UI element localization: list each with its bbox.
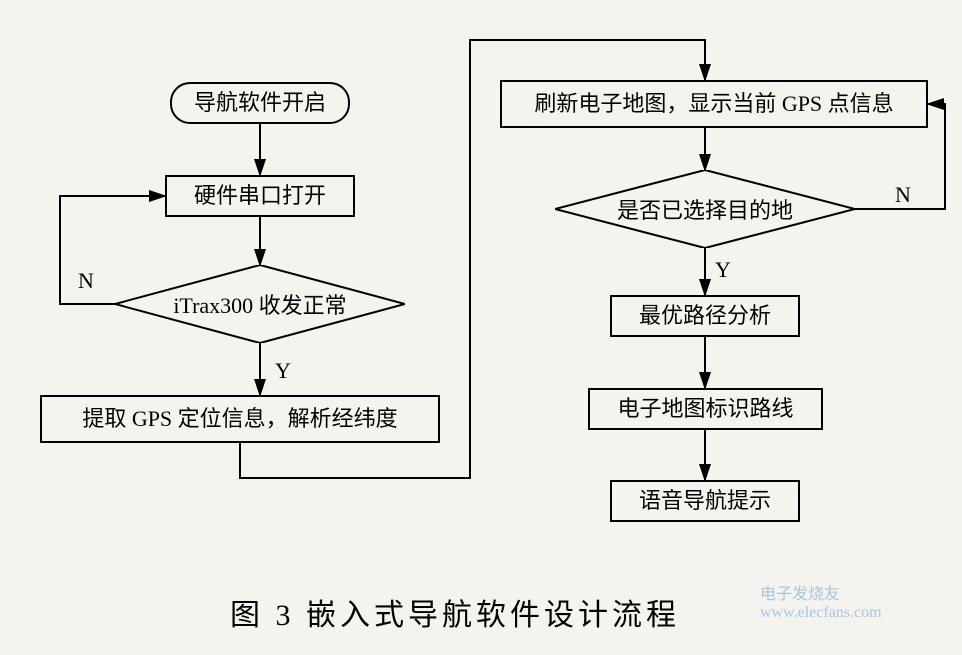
- edge-label-y1: Y: [275, 358, 291, 384]
- edge-label-y2: Y: [715, 257, 731, 283]
- watermark: 电子发烧友 www.elecfans.com: [760, 580, 962, 622]
- node-start: 导航软件开启: [170, 82, 350, 124]
- node-optimal-label: 最优路径分析: [639, 302, 771, 331]
- edge-label-n1: N: [78, 268, 94, 294]
- node-mark-label: 电子地图标识路线: [617, 395, 793, 424]
- node-voice-label: 语音导航提示: [639, 487, 771, 516]
- node-refresh-label: 刷新电子地图，显示当前 GPS 点信息: [534, 90, 893, 119]
- figure-caption: 图 3 嵌入式导航软件设计流程: [230, 590, 680, 634]
- node-optimal: 最优路径分析: [610, 295, 800, 337]
- node-refresh: 刷新电子地图，显示当前 GPS 点信息: [500, 80, 928, 128]
- node-extract: 提取 GPS 定位信息，解析经纬度: [40, 395, 440, 443]
- node-mark: 电子地图标识路线: [588, 388, 823, 430]
- node-dest-label: 是否已选择目的地: [617, 193, 793, 225]
- node-voice: 语音导航提示: [610, 480, 800, 522]
- node-itrax: iTrax300 收发正常: [115, 265, 405, 343]
- node-extract-label: 提取 GPS 定位信息，解析经纬度: [82, 405, 397, 434]
- node-dest: 是否已选择目的地: [555, 170, 855, 248]
- node-itrax-label: iTrax300 收发正常: [173, 288, 346, 320]
- node-serial: 硬件串口打开: [165, 175, 355, 217]
- edge-label-n2: N: [895, 182, 911, 208]
- node-start-label: 导航软件开启: [194, 89, 326, 118]
- node-serial-label: 硬件串口打开: [194, 182, 326, 211]
